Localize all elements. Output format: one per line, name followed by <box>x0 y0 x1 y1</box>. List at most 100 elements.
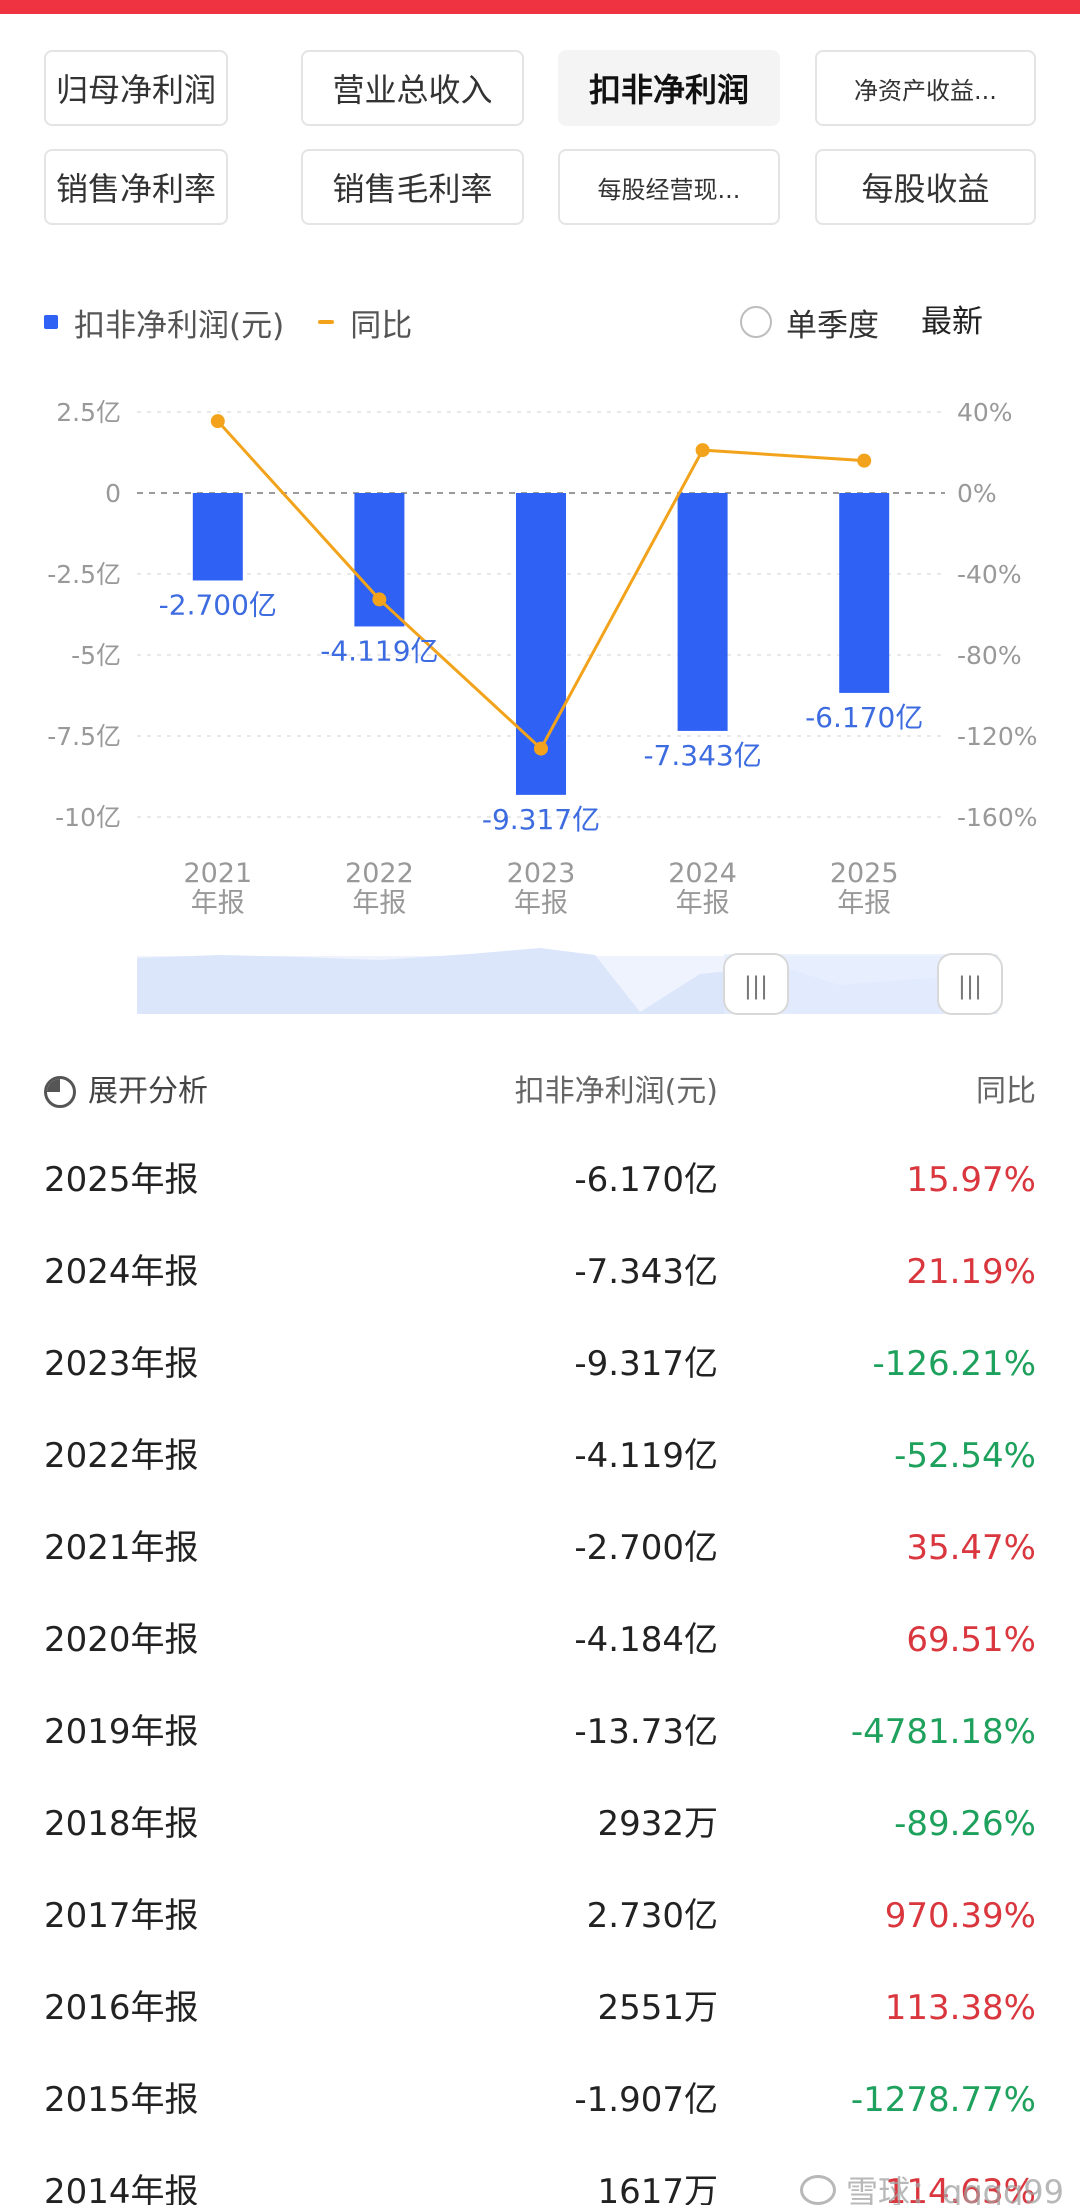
table-row[interactable]: 2022年报 -4.119亿 -52.54% <box>0 1410 1080 1502</box>
tab-gross-margin[interactable]: 销售毛利率 <box>301 149 524 225</box>
expand-analysis-link[interactable]: 展开分析 <box>88 1074 208 1109</box>
bar <box>677 493 728 731</box>
value-column-header: 扣非净利润(元) <box>514 1074 718 1109</box>
table-row[interactable]: 2016年报 2551万 113.38% <box>0 1962 1080 2054</box>
bar-value-label: -4.119亿 <box>320 634 438 667</box>
table-row[interactable]: 2019年报 -13.73亿 -4781.18% <box>0 1686 1080 1778</box>
tab-eps[interactable]: 每股收益 <box>815 149 1036 225</box>
table-row[interactable]: 2020年报 -4.184亿 69.51% <box>0 1594 1080 1686</box>
bar-value-label: -6.170亿 <box>805 701 923 734</box>
row-yoy: 35.47% <box>906 1528 1036 1568</box>
row-period: 2015年报 <box>44 2080 199 2120</box>
row-yoy: 15.97% <box>906 1160 1036 1200</box>
tab-deducted-net-profit[interactable]: 扣非净利润 <box>558 50 780 126</box>
yoy-point <box>695 443 710 458</box>
x-category-label-line: 2024 <box>668 858 737 889</box>
y-right-tick-label: -120% <box>957 722 1038 751</box>
row-value: 2551万 <box>597 1988 718 2028</box>
table-row[interactable]: 2015年报 -1.907亿 -1278.77% <box>0 2054 1080 2146</box>
y-left-tick-label: -10亿 <box>55 803 121 832</box>
row-yoy: 113.38% <box>884 1988 1036 2028</box>
row-value: -13.73亿 <box>574 1712 718 1752</box>
table-row[interactable]: 2023年报 -9.317亿 -126.21% <box>0 1318 1080 1410</box>
row-value: -7.343亿 <box>574 1252 718 1292</box>
slider-left-handle[interactable] <box>723 953 789 1015</box>
line-series-label: 同比 <box>350 307 413 344</box>
row-period: 2022年报 <box>44 1436 199 1476</box>
chart-legend: 扣非净利润(元) 同比 <box>44 298 412 346</box>
y-left-tick-label: 2.5亿 <box>56 398 121 427</box>
row-yoy: 21.19% <box>906 1252 1036 1292</box>
x-category-label-line: 年报 <box>837 888 891 919</box>
y-left-tick-label: -5亿 <box>71 641 121 670</box>
table-row[interactable]: 2017年报 2.730亿 970.39% <box>0 1870 1080 1962</box>
table-row[interactable]: 2014年报 1617万 114.63% <box>0 2146 1080 2205</box>
row-value: -4.119亿 <box>574 1436 718 1476</box>
x-category-label-line: 年报 <box>352 888 406 919</box>
tab-net-margin[interactable]: 销售净利率 <box>44 149 228 225</box>
table-row[interactable]: 2025年报 -6.170亿 15.97% <box>0 1134 1080 1226</box>
snowball-logo-icon <box>800 2175 836 2205</box>
tab-roe[interactable]: 净资产收益... <box>815 50 1036 126</box>
bar <box>354 493 405 627</box>
row-value: -6.170亿 <box>574 1160 718 1200</box>
row-period: 2021年报 <box>44 1528 199 1568</box>
row-value: 1617万 <box>597 2172 718 2205</box>
y-left-tick-label: -7.5亿 <box>47 722 121 751</box>
row-period: 2018年报 <box>44 1804 199 1844</box>
bar-value-label: -7.343亿 <box>643 739 761 772</box>
yoy-point <box>372 592 387 607</box>
pie-chart-icon[interactable] <box>44 1076 76 1108</box>
slider-right-handle[interactable] <box>937 953 1003 1015</box>
row-yoy: -89.26% <box>894 1804 1036 1844</box>
row-period: 2024年报 <box>44 1252 199 1292</box>
x-category-label-line: 2022 <box>345 858 414 889</box>
table-row[interactable]: 2021年报 -2.700亿 35.47% <box>0 1502 1080 1594</box>
yoy-point <box>534 741 548 756</box>
row-yoy: 114.63% <box>884 2172 1036 2205</box>
y-right-tick-label: 0% <box>957 479 997 508</box>
row-value: 2.730亿 <box>586 1896 718 1936</box>
x-category-label: 2025 年报 <box>830 858 899 919</box>
y-right-tick-label: 40% <box>957 398 1013 427</box>
yoy-point <box>210 414 225 429</box>
row-value: -2.700亿 <box>574 1528 718 1568</box>
x-category-label-line: 2021 <box>183 858 252 889</box>
x-category-label-line: 年报 <box>191 888 245 919</box>
range-slider[interactable]: ||| ||| <box>0 940 1080 1020</box>
x-category-label-line: 2025 <box>830 858 899 889</box>
x-category-label-line: 年报 <box>676 888 730 919</box>
bar <box>839 493 890 693</box>
x-category-label: 2021 年报 <box>183 858 252 919</box>
tab-net-profit-parent[interactable]: 归母净利润 <box>44 50 228 126</box>
table-header: 展开分析 扣非净利润(元) 同比 <box>0 1066 1080 1118</box>
row-period: 2019年报 <box>44 1712 199 1752</box>
row-yoy: 69.51% <box>906 1620 1036 1660</box>
grip-icon: ||| <box>958 972 982 1000</box>
tab-operating-cash-per-share[interactable]: 每股经营现... <box>558 149 780 225</box>
y-left-tick-label: 0 <box>105 479 121 508</box>
x-category-label: 2024 年报 <box>668 858 737 919</box>
yoy-column-header: 同比 <box>976 1074 1036 1109</box>
row-period: 2016年报 <box>44 1988 199 2028</box>
bar-series-label: 扣非净利润(元) <box>74 307 285 344</box>
bar-value-label: -2.700亿 <box>159 588 277 621</box>
row-yoy: -1278.77% <box>850 2080 1036 2120</box>
table-row[interactable]: 2018年报 2932万 -89.26% <box>0 1778 1080 1870</box>
row-period: 2017年报 <box>44 1896 199 1936</box>
tab-total-revenue[interactable]: 营业总收入 <box>301 50 524 126</box>
row-period: 2025年报 <box>44 1160 199 1200</box>
x-category-label: 2023 年报 <box>507 858 576 919</box>
watermark: 雪球：qqqq99 <box>800 2170 1064 2205</box>
table-row[interactable]: 2024年报 -7.343亿 21.19% <box>0 1226 1080 1318</box>
watermark-text: 雪球：qqqq99 <box>846 2173 1064 2205</box>
row-value: -1.907亿 <box>574 2080 718 2120</box>
row-yoy: -52.54% <box>894 1436 1036 1476</box>
y-right-tick-label: -40% <box>957 560 1022 589</box>
row-value: -4.184亿 <box>574 1620 718 1660</box>
latest-button[interactable]: 最新 <box>921 304 983 340</box>
row-yoy: -126.21% <box>872 1344 1036 1384</box>
radio-icon[interactable] <box>740 306 772 338</box>
line-series-swatch <box>318 320 335 324</box>
single-quarter-toggle[interactable]: 单季度 <box>740 298 879 346</box>
